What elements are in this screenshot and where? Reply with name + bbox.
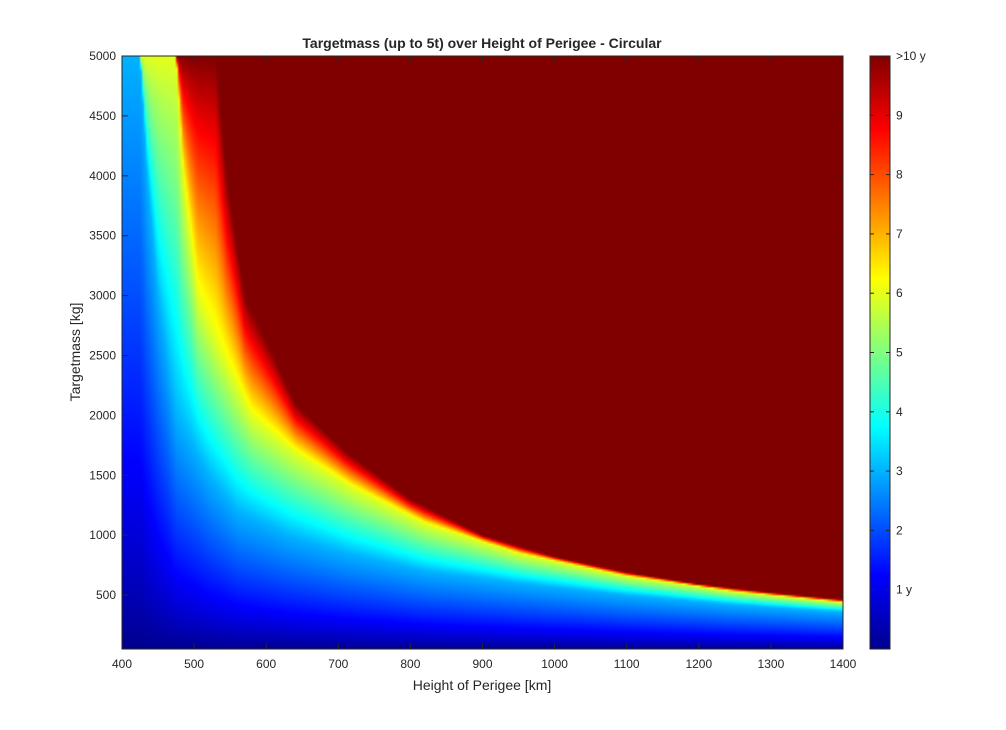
- colorbar-tick-label: 4: [896, 405, 903, 419]
- y-tick-label: 3000: [89, 289, 116, 303]
- colorbar-tick-label: 8: [896, 168, 903, 182]
- colorbar-tick-label: >10 y: [896, 49, 926, 63]
- x-axis-label: Height of Perigee [km]: [413, 677, 552, 693]
- x-tick-label: 600: [256, 657, 276, 671]
- colorbar-tick-label: 3: [896, 464, 903, 478]
- x-tick-label: 1400: [830, 657, 857, 671]
- x-tick-label: 700: [328, 657, 348, 671]
- y-tick-label: 4500: [89, 109, 116, 123]
- colorbar: 1 y 2 3 4 5 6 7 8 9 >10 y: [869, 49, 926, 650]
- plot-area: [121, 55, 844, 650]
- x-tick-label: 1300: [758, 657, 785, 671]
- colorbar-tick-label: 1 y: [896, 583, 912, 597]
- y-tick-label: 3500: [89, 229, 116, 243]
- colorbar-tick-label: 2: [896, 523, 903, 537]
- y-axis: 500 1000 1500 2000 2500 3000 3500 4000 4500 5000: [89, 49, 843, 602]
- y-tick-label: 4000: [89, 169, 116, 183]
- y-tick-label: 500: [96, 588, 116, 602]
- colorbar-tick-label: 5: [896, 346, 903, 360]
- y-axis-label: Targetmass [kg]: [67, 303, 83, 402]
- colorbar-tick-label: 9: [896, 108, 903, 122]
- chart-title: Targetmass (up to 5t) over Height of Per…: [302, 35, 662, 51]
- y-tick-label: 1500: [89, 468, 116, 482]
- y-tick-label: 1000: [89, 528, 116, 542]
- y-tick-label: 2500: [89, 348, 116, 362]
- x-tick-label: 1100: [614, 657, 640, 671]
- y-tick-label: 2000: [89, 408, 116, 422]
- x-axis: 400 500 600 700 800 900 1000 1100 1200 1300 1400: [112, 56, 857, 671]
- x-tick-label: 800: [400, 657, 420, 671]
- x-tick-label: 900: [472, 657, 492, 671]
- colorbar-tick-label: 7: [896, 227, 903, 241]
- x-tick-label: 500: [184, 657, 204, 671]
- heatmap-image: [122, 56, 843, 649]
- x-tick-label: 1200: [685, 657, 712, 671]
- x-tick-label: 1000: [541, 657, 568, 671]
- y-tick-label: 5000: [89, 49, 116, 63]
- colorbar-tick-label: 6: [896, 286, 903, 300]
- colorbar-ticks: 1 y 2 3 4 5 6 7 8 9 >10 y: [870, 49, 926, 597]
- x-tick-label: 400: [112, 657, 132, 671]
